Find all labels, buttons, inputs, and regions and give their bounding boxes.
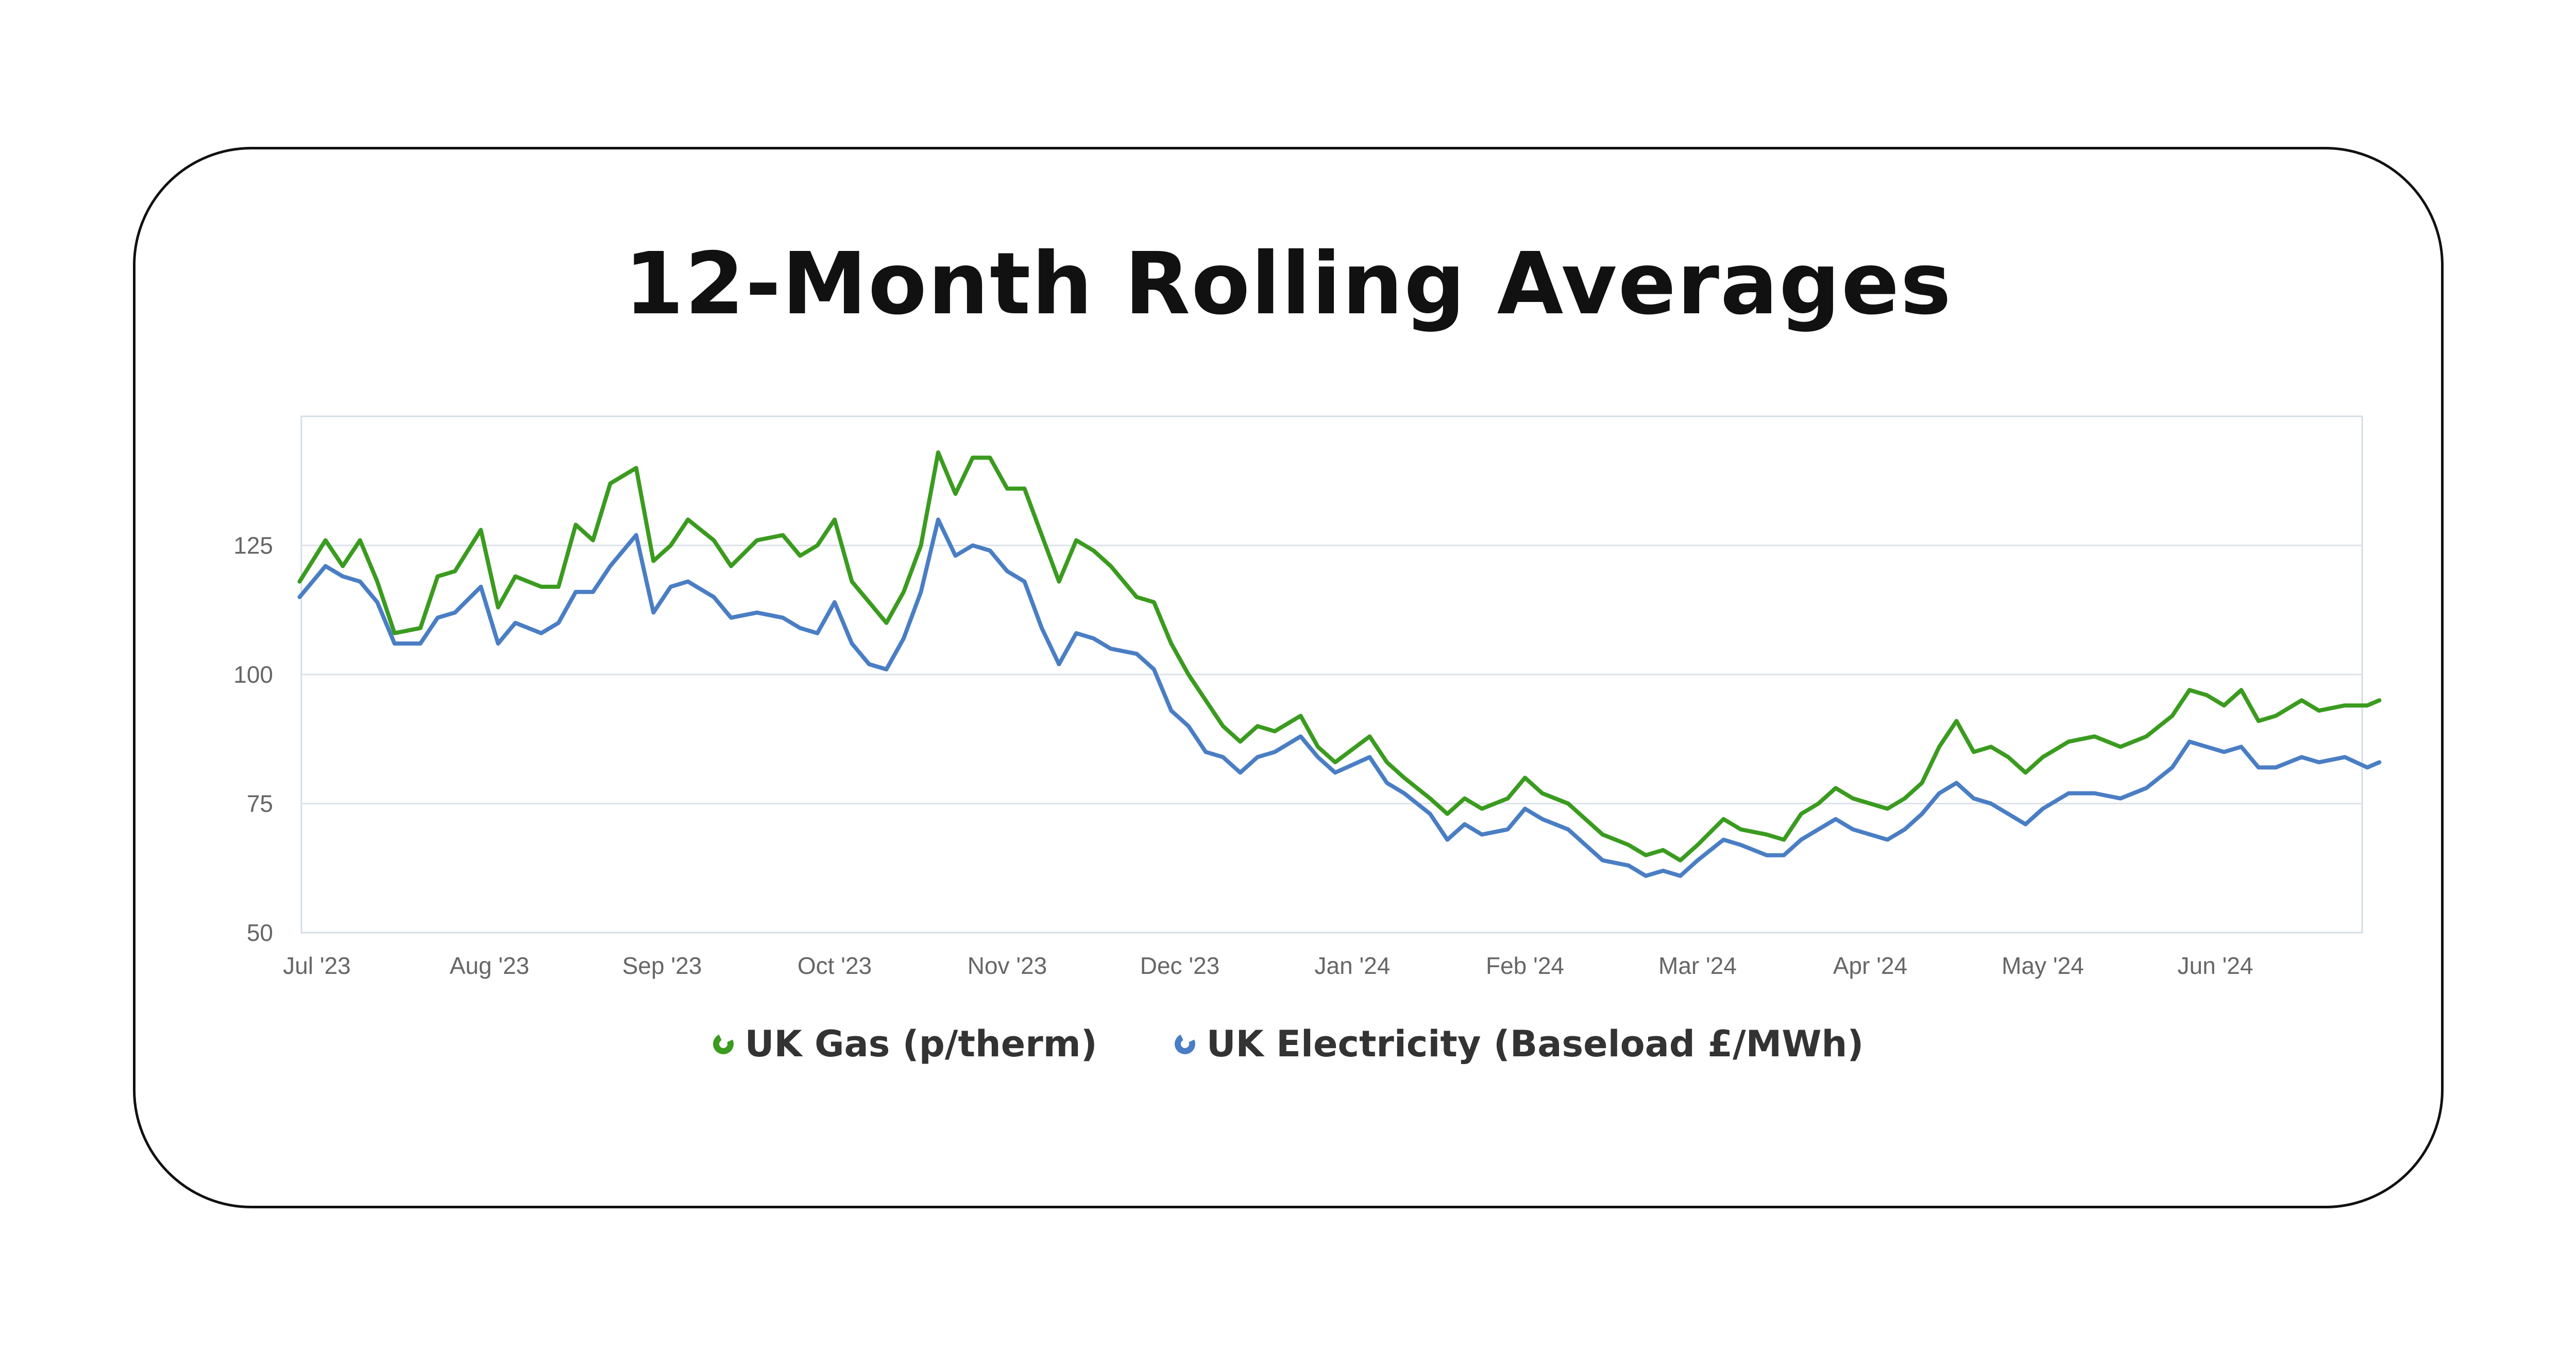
- y-tick-label-100: 100: [233, 661, 273, 688]
- x-tick-label-10: May '24: [2002, 952, 2084, 979]
- x-tick-label-7: Feb '24: [1486, 952, 1564, 979]
- x-tick-label-0: Jul '23: [283, 952, 351, 979]
- y-tick-label-75: 75: [247, 790, 273, 817]
- gas-series-icon: [709, 1031, 737, 1057]
- y-tick-label-50: 50: [247, 919, 273, 946]
- x-tick-label-3: Oct '23: [798, 952, 872, 979]
- chart-legend: UK Gas (p/therm) UK Electricity (Baseloa…: [0, 1023, 2576, 1065]
- electricity-series-icon: [1172, 1031, 1198, 1057]
- x-tick-label-4: Nov '23: [968, 952, 1047, 979]
- gas-series-line: [297, 450, 2382, 863]
- chart-title: 12-Month Rolling Averages: [624, 234, 1953, 334]
- x-tick-label-1: Aug '23: [450, 952, 530, 979]
- x-tick-label-2: Sep '23: [622, 952, 702, 979]
- x-tick-label-11: Jun '24: [2178, 952, 2253, 979]
- chart-card: [133, 147, 2444, 1208]
- legend-item-gas[interactable]: UK Gas (p/therm): [709, 1023, 1097, 1065]
- x-tick-label-5: Dec '23: [1140, 952, 1220, 979]
- legend-label-electricity: UK Electricity (Baseload £/MWh): [1206, 1023, 1864, 1065]
- y-tick-label-125: 125: [233, 532, 273, 559]
- x-tick-label-9: Apr '24: [1833, 952, 1907, 979]
- x-tick-label-8: Mar '24: [1658, 952, 1737, 979]
- x-tick-label-6: Jan '24: [1315, 952, 1391, 979]
- legend-label-gas: UK Gas (p/therm): [744, 1023, 1097, 1065]
- electricity-series-line: [297, 517, 2382, 878]
- legend-item-electricity[interactable]: UK Electricity (Baseload £/MWh): [1172, 1023, 1864, 1065]
